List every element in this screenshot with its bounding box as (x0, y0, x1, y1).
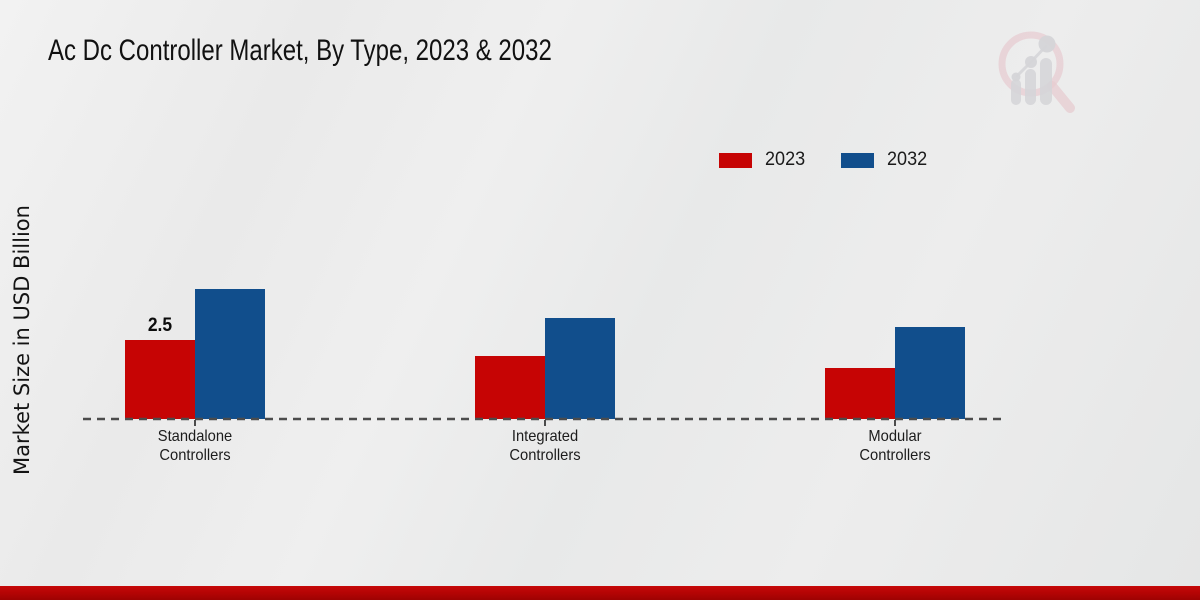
legend: 2023 2032 (719, 149, 930, 171)
legend-swatch-2023 (719, 152, 752, 168)
legend-item-2023[interactable]: 2023 (719, 149, 807, 171)
legend-label-2023: 2023 (765, 149, 806, 170)
footer-stripe (0, 586, 1200, 600)
bar-2032-standalone[interactable] (194, 289, 265, 419)
bar-2032-modular[interactable] (895, 327, 965, 419)
legend-item-2032[interactable]: 2032 (841, 149, 929, 171)
bar-2023-integrated[interactable] (475, 356, 545, 419)
axis-tick (193, 420, 196, 426)
bar-2032-integrated[interactable] (545, 318, 615, 419)
bar-value-label: 2.5 (147, 315, 172, 336)
legend-label-2032: 2032 (887, 149, 928, 170)
bar-2023-standalone[interactable] (124, 340, 195, 419)
magnifier-bar-chart-watermark-icon (998, 31, 1075, 113)
category-label-integrated: Integrated Controllers (509, 428, 581, 464)
axis-tick (894, 420, 896, 426)
category-label-modular: Modular Controllers (859, 428, 931, 464)
axis-tick (544, 420, 546, 426)
category-label-standalone: Standalone Controllers (157, 428, 232, 464)
chart-title: Ac Dc Controller Market, By Type, 2023 &… (48, 34, 552, 67)
bar-2023-modular[interactable] (825, 368, 895, 419)
legend-swatch-2032 (841, 152, 875, 168)
